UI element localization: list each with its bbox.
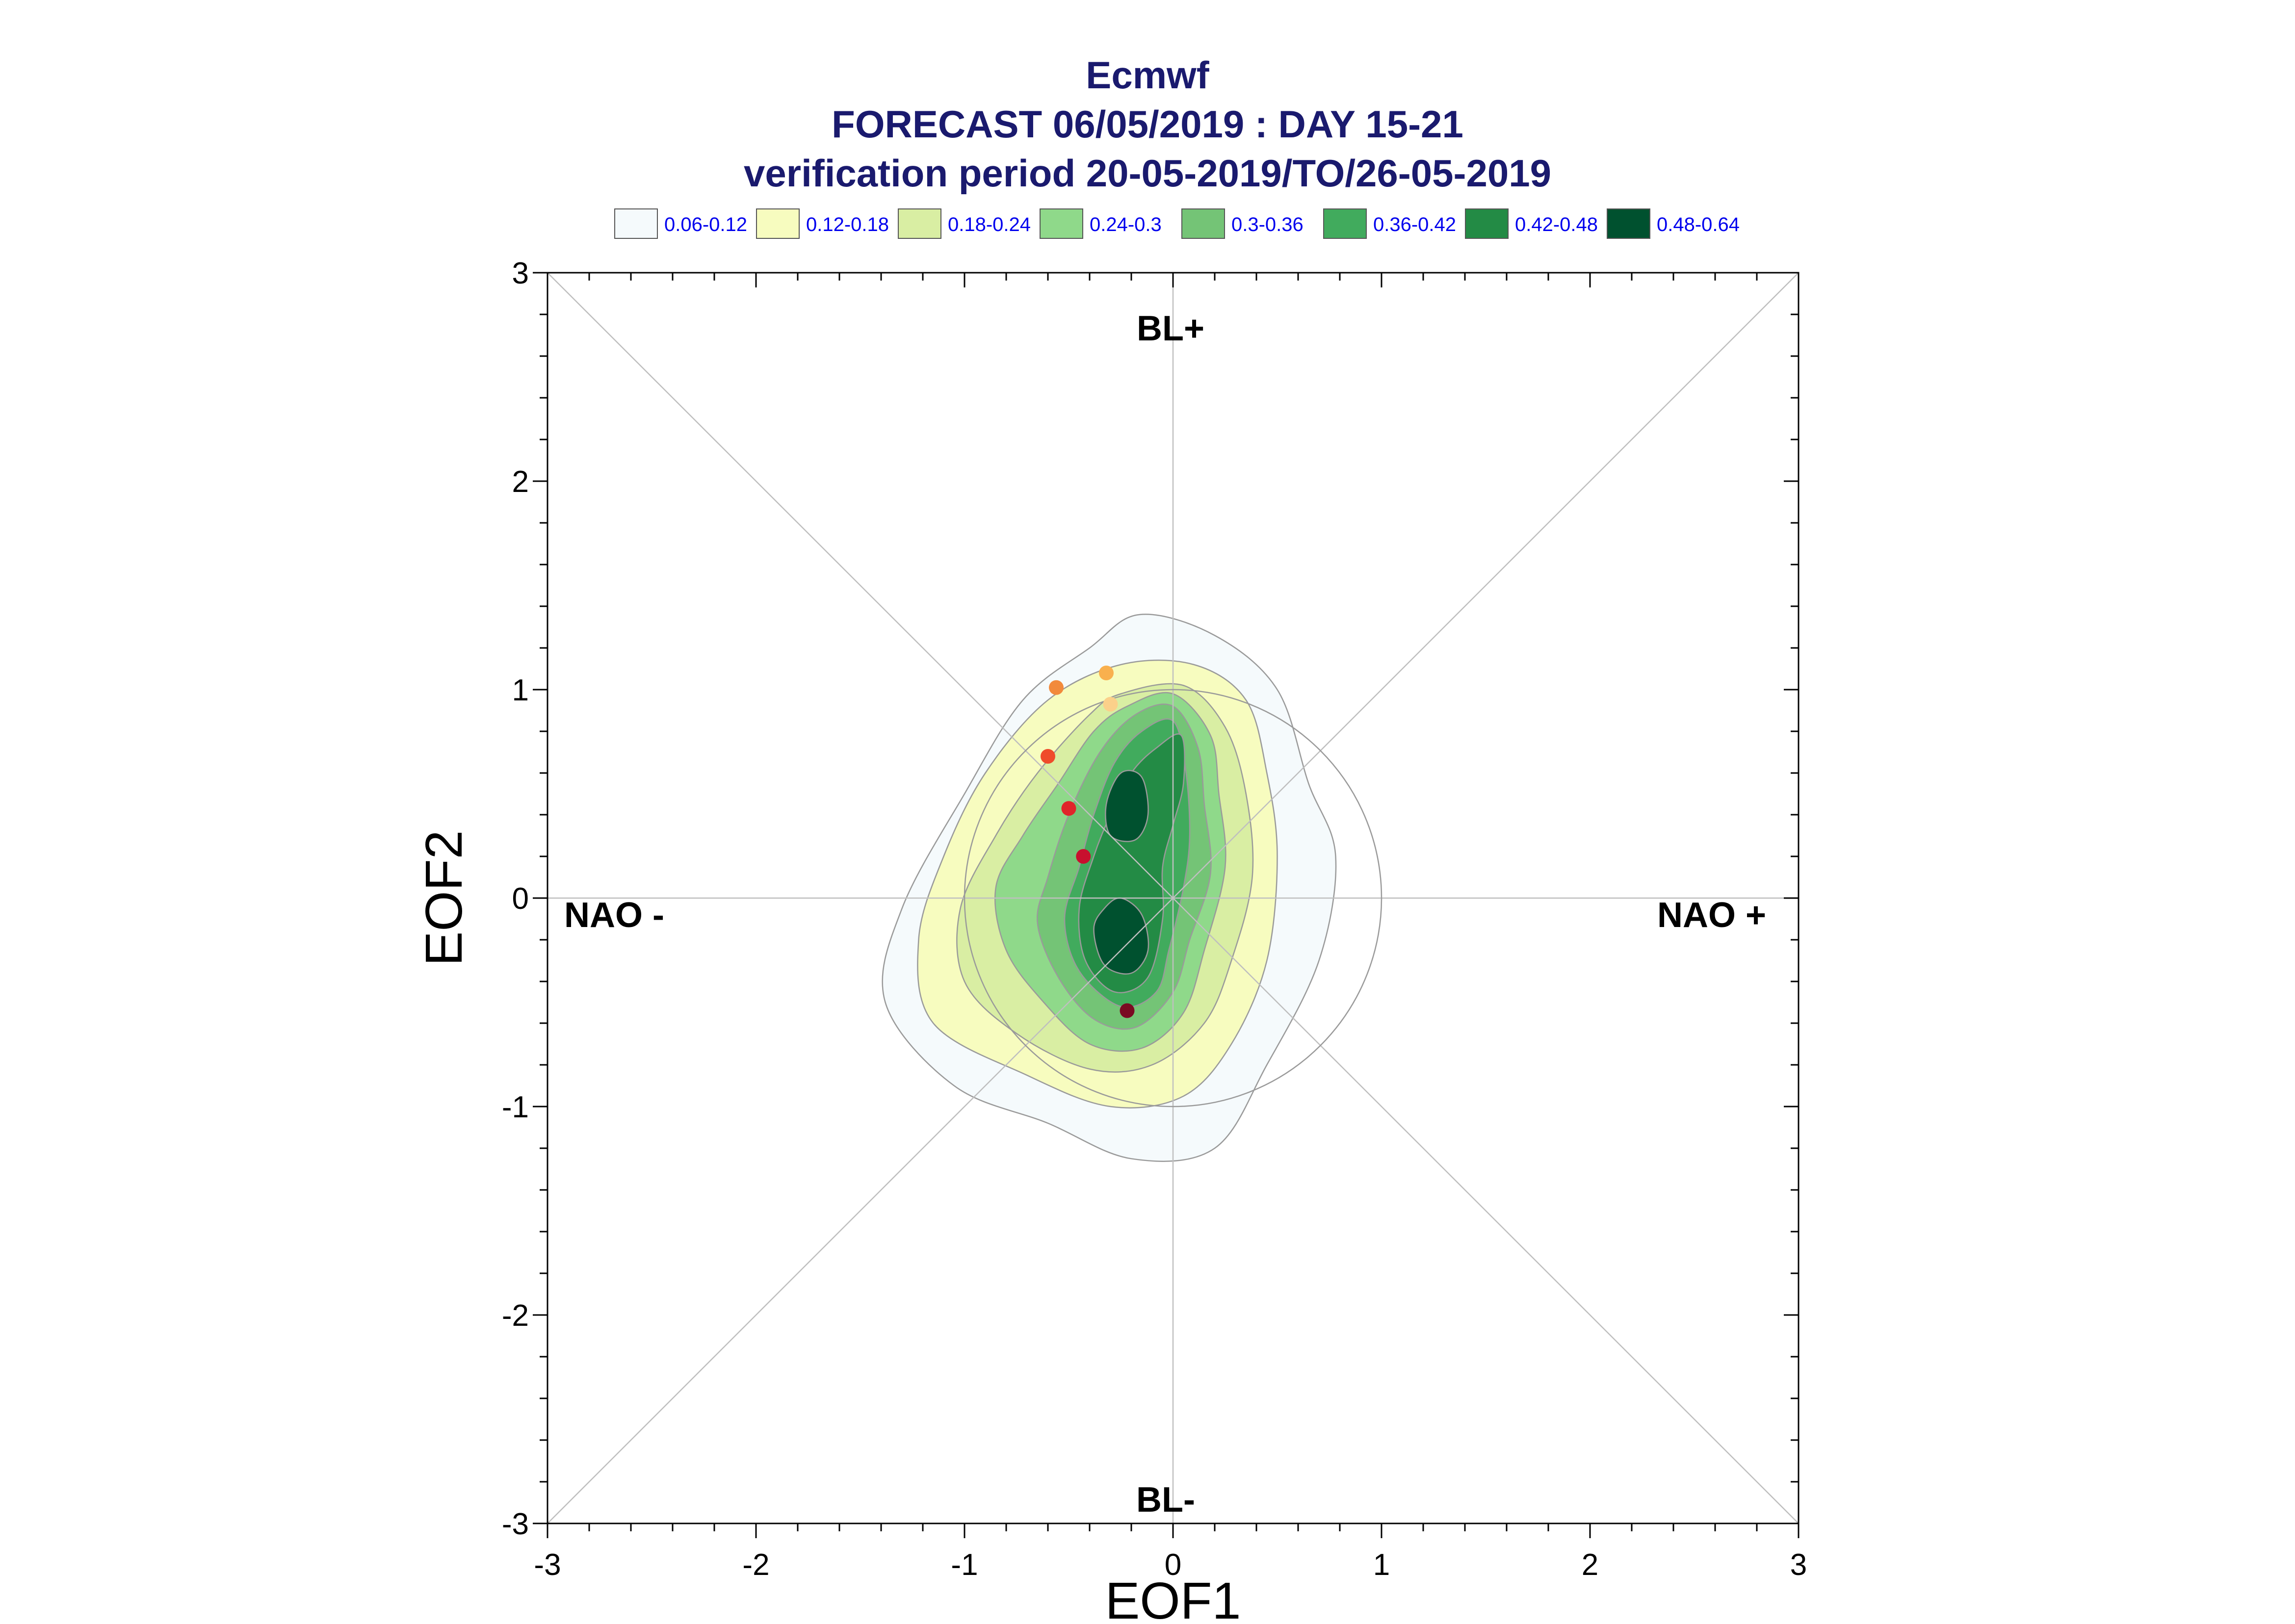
x-tick-label: 3	[1790, 1548, 1807, 1582]
legend: 0.06-0.12 0.12-0.18 0.18-0.24 0.24-0.3 0.3-0…	[614, 208, 1740, 239]
title-line-3: verification period 20-05-2019/TO/26-05-…	[744, 152, 1551, 195]
plot-area: -3 -2 -1 0 1 2 3 -3 -2 -1 0 1 2 3 EOF1 EOF2 BL+ BL- NAO - N…	[415, 257, 1807, 1624]
y-tick-label: -3	[502, 1507, 529, 1541]
y-tick-label: -2	[502, 1299, 529, 1333]
y-tick-label: 3	[512, 257, 529, 290]
data-point	[1061, 801, 1076, 816]
x-tick-label: 1	[1373, 1548, 1390, 1582]
legend-label: 0.12-0.18	[806, 214, 889, 235]
data-point	[1041, 749, 1055, 764]
y-tick-label: -1	[502, 1090, 529, 1124]
chart-title: Ecmwf FORECAST 06/05/2019 : DAY 15-21 veri…	[744, 53, 1551, 195]
density-contour	[1093, 897, 1149, 975]
regime-label-right: NAO +	[1657, 896, 1766, 935]
regime-label-left: NAO -	[564, 896, 664, 935]
x-tick-label: 2	[1582, 1548, 1598, 1582]
data-point	[1076, 849, 1091, 864]
legend-swatch	[614, 208, 658, 239]
y-tick-label: 2	[512, 465, 529, 499]
legend-label: 0.3-0.36	[1231, 214, 1304, 235]
legend-label: 0.36-0.42	[1373, 214, 1456, 235]
data-point	[1120, 1003, 1135, 1018]
legend-label: 0.06-0.12	[664, 214, 747, 235]
legend-swatch	[898, 208, 941, 239]
x-tick-label: -2	[742, 1548, 769, 1582]
data-point	[1099, 666, 1114, 680]
y-tick-label: 1	[512, 673, 529, 707]
y-tick-label: 0	[512, 882, 529, 916]
y-axis-label: EOF2	[415, 830, 473, 966]
title-line-1: Ecmwf	[1086, 53, 1209, 97]
legend-swatch	[1607, 208, 1650, 239]
legend-swatch	[1040, 208, 1083, 239]
plot-inner	[548, 273, 1799, 1523]
regime-label-top: BL+	[1137, 309, 1204, 348]
legend-swatch	[756, 208, 800, 239]
legend-swatch	[1323, 208, 1367, 239]
x-axis-label: EOF1	[1105, 1572, 1241, 1624]
density-contour	[1105, 770, 1149, 842]
legend-label: 0.42-0.48	[1515, 214, 1598, 235]
regime-label-bottom: BL-	[1136, 1480, 1195, 1520]
reference-circle	[964, 689, 1382, 1108]
x-tick-label: -3	[534, 1548, 561, 1582]
data-point	[1049, 680, 1064, 695]
title-line-2: FORECAST 06/05/2019 : DAY 15-21	[832, 103, 1463, 146]
data-point	[1103, 696, 1118, 712]
x-tick-label: 0	[1165, 1548, 1181, 1582]
legend-label: 0.48-0.64	[1657, 214, 1740, 235]
legend-swatch	[1465, 208, 1509, 239]
legend-label: 0.18-0.24	[948, 214, 1031, 235]
legend-label: 0.24-0.3	[1090, 214, 1162, 235]
legend-swatch	[1181, 208, 1225, 239]
x-tick-label: -1	[951, 1548, 978, 1582]
